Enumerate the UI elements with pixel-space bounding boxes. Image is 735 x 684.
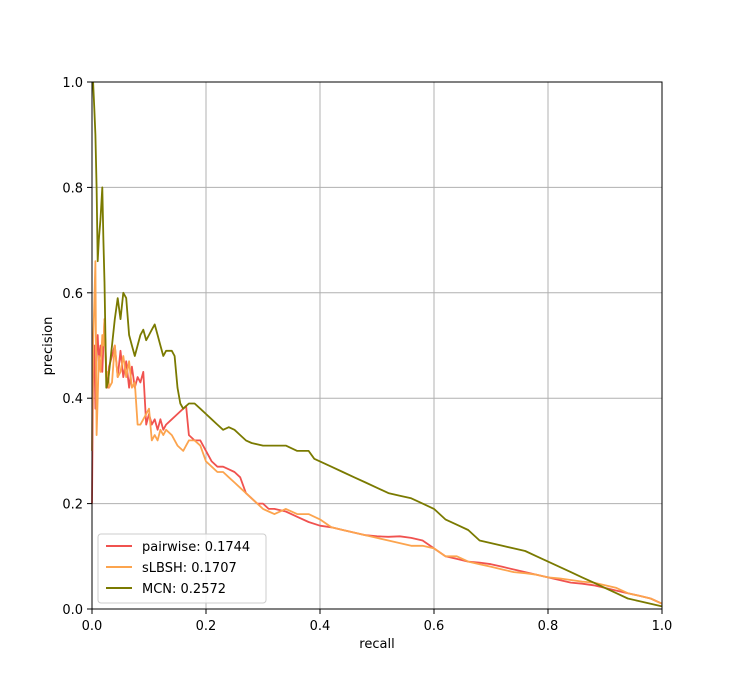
x-tick-label: 1.0 [652,619,673,634]
x-tick-label: 0.4 [310,619,331,634]
x-tick-label: 0.8 [538,619,559,634]
grid-lines [91,81,663,610]
y-tick-label: 0.0 [62,603,83,618]
series-line-1 [91,260,663,605]
y-tick-label: 1.0 [62,76,83,91]
y-axis-label: precision [41,317,56,376]
y-axis-ticks: 0.0 0.2 0.4 0.6 0.8 1.0 [62,76,92,618]
series-line-0 [91,318,663,605]
series-layer [91,81,663,608]
y-tick-label: 0.6 [62,287,83,302]
legend: pairwise: 0.1744 sLBSH: 0.1707 MCN: 0.2572 [97,533,267,604]
x-axis-ticks: 0.0 0.2 0.4 0.6 0.8 1.0 [82,609,673,634]
y-tick-label: 0.2 [62,498,83,513]
x-tick-label: 0.2 [196,619,217,634]
y-tick-label: 0.8 [62,181,83,196]
y-tick-label: 0.4 [62,392,83,407]
x-tick-label: 0.6 [424,619,445,634]
legend-label: pairwise: 0.1744 [142,540,250,555]
legend-label: sLBSH: 0.1707 [142,561,237,576]
x-axis-label: recall [359,637,394,652]
legend-box [97,533,267,604]
plot-frame [91,81,663,610]
x-tick-label: 0.0 [82,619,103,634]
legend-label: MCN: 0.2572 [142,582,226,597]
series-line-2 [92,81,663,608]
